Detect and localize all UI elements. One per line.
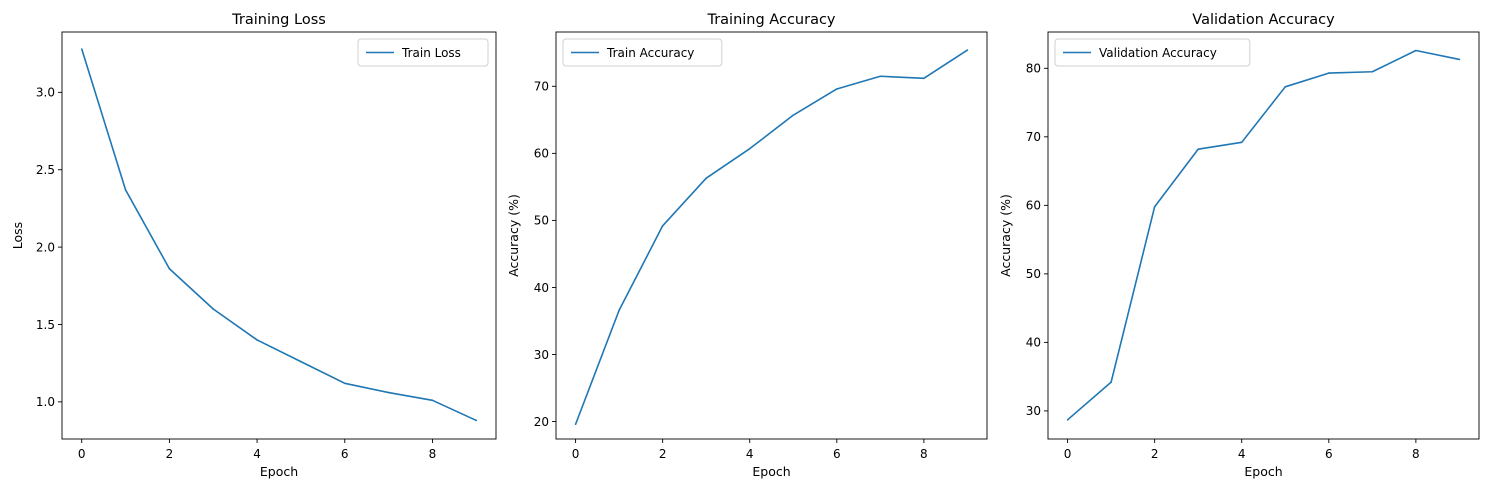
x-tick-label: 6 <box>341 447 349 461</box>
x-tick-label: 2 <box>1151 447 1159 461</box>
x-tick-label: 6 <box>833 447 841 461</box>
chart-panel-2: Training Accuracy 0 2 4 6 8 20 30 40 50 60 70 Epoch A… <box>506 12 988 479</box>
chart-title: Training Accuracy <box>706 12 835 28</box>
data-point <box>168 267 171 270</box>
data-point <box>705 177 707 179</box>
chart-panel-3: Validation Accuracy 0 2 4 6 8 30 40 50 60 70 80 Epoc… <box>998 12 1480 479</box>
y-axis-label: Accuracy (%) <box>506 194 521 277</box>
data-point <box>792 114 795 116</box>
data-point <box>300 360 302 363</box>
plot-frame <box>61 31 497 440</box>
x-tick-label: 2 <box>659 447 667 461</box>
charts-root: Training Loss 0 2 4 6 8 1.0 1.5 2.0 2.5 3.0 Epoch Lo… <box>10 12 1480 479</box>
data-point <box>966 49 969 51</box>
data-point <box>1240 141 1243 144</box>
y-tick-label: 20 <box>534 415 549 429</box>
legend-label: Train Loss <box>401 46 461 60</box>
series-line-1 <box>80 48 477 422</box>
y-tick-label: 40 <box>1026 336 1041 350</box>
data-point <box>1153 205 1156 208</box>
x-tick-label: 6 <box>1325 447 1333 461</box>
data-point <box>923 77 925 80</box>
data-point <box>256 339 258 341</box>
chart-title: Validation Accuracy <box>1192 12 1335 28</box>
x-tick-label: 4 <box>253 447 261 461</box>
legend-box <box>357 38 489 67</box>
data-point <box>212 308 215 310</box>
data-point <box>1197 148 1199 150</box>
data-point <box>80 48 83 50</box>
x-tick-label: 0 <box>572 447 580 461</box>
data-point <box>431 399 434 402</box>
x-tick-label: 0 <box>78 447 86 461</box>
y-tick-label: 60 <box>534 147 549 161</box>
data-point <box>879 75 882 78</box>
data-point <box>1066 419 1069 421</box>
data-point <box>1458 58 1461 61</box>
y-tick-label: 60 <box>1026 199 1041 213</box>
data-point <box>661 224 664 227</box>
y-tick-label: 50 <box>534 214 549 228</box>
y-tick-label: 80 <box>1026 62 1041 76</box>
y-tick-label: 30 <box>1026 404 1041 418</box>
legend: Train Loss <box>357 38 489 67</box>
data-point <box>1415 49 1417 52</box>
data-point <box>748 147 751 150</box>
data-point <box>836 88 838 90</box>
series-line-1 <box>574 49 968 425</box>
y-tick-label: 30 <box>534 348 549 362</box>
data-point <box>1328 72 1330 74</box>
chart-title: Training Loss <box>231 12 326 28</box>
y-tick-label: 50 <box>1026 267 1041 281</box>
x-tick-label: 4 <box>1238 447 1246 461</box>
legend-box <box>1054 38 1251 67</box>
plot-frame <box>555 31 988 440</box>
x-axis-label: Epoch <box>752 464 790 479</box>
x-tick-label: 8 <box>429 447 437 461</box>
y-tick-label: 70 <box>534 80 549 94</box>
legend-box <box>562 38 723 67</box>
x-tick-label: 2 <box>166 447 174 461</box>
y-axis-label: Loss <box>10 222 25 249</box>
x-tick-label: 8 <box>920 447 928 461</box>
y-tick-label: 1.5 <box>36 318 55 332</box>
data-point <box>343 382 346 385</box>
plot-frame <box>1047 31 1480 440</box>
y-axis-label: Accuracy (%) <box>998 194 1013 277</box>
series-line-1 <box>1067 49 1460 421</box>
data-point <box>1284 86 1287 88</box>
y-tick-label: 2.5 <box>36 163 55 177</box>
legend: Validation Accuracy <box>1054 38 1251 67</box>
data-point <box>124 189 127 191</box>
y-tick-label: 2.0 <box>36 240 55 254</box>
data-point <box>618 309 620 312</box>
x-axis-label: Epoch <box>1244 464 1282 479</box>
y-tick-label: 1.0 <box>36 395 55 409</box>
data-point <box>475 419 478 422</box>
legend: Train Accuracy <box>562 38 723 67</box>
y-tick-label: 3.0 <box>36 86 55 100</box>
data-point <box>1371 70 1374 73</box>
data-point <box>387 391 390 394</box>
y-tick-label: 40 <box>534 281 549 295</box>
x-tick-label: 0 <box>1064 447 1072 461</box>
legend-label: Validation Accuracy <box>1099 46 1217 60</box>
y-tick-label: 70 <box>1026 130 1041 144</box>
legend-label: Train Accuracy <box>606 46 694 60</box>
x-tick-label: 8 <box>1412 447 1420 461</box>
x-tick-label: 4 <box>746 447 754 461</box>
x-axis-label: Epoch <box>260 464 298 479</box>
data-point <box>1110 381 1112 383</box>
data-point <box>574 423 577 426</box>
chart-panel-1: Training Loss 0 2 4 6 8 1.0 1.5 2.0 2.5 3.0 Epoch Lo… <box>10 12 497 479</box>
